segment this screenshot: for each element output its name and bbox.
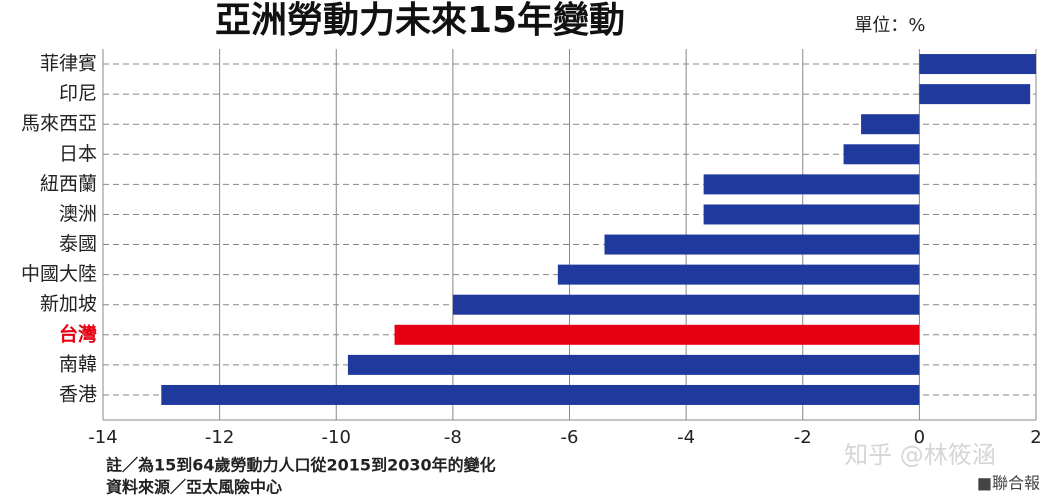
x-tick-label: 0 [914,427,925,448]
bar [861,114,920,135]
y-tick-label: 馬來西亞 [21,113,97,135]
bar [161,384,920,405]
y-tick-label: 台灣 [59,322,97,345]
bar [452,294,920,315]
y-tick-label: 紐西蘭 [40,173,97,195]
y-tick-label: 澳洲 [59,203,97,225]
y-tick-label: 香港 [59,383,97,405]
x-tick-label: 2 [1030,427,1041,448]
watermark: 知乎 @林筱涵 [844,441,996,469]
unit-note: 單位：% [854,15,925,36]
bar [347,354,920,375]
bar [394,324,920,345]
bar [919,54,1036,75]
note: 註／為15到64歲勞動力人口從2015到2030年的變化 [106,456,496,475]
y-tick-label: 日本 [59,143,97,165]
bar [557,264,920,285]
x-tick-label: -10 [322,427,351,448]
bar [703,174,920,195]
y-tick-label: 新加坡 [40,293,97,315]
y-tick-label: 印尼 [59,83,97,105]
x-tick-label: -4 [677,427,695,448]
bar [604,234,920,255]
y-tick-label: 泰國 [59,233,97,255]
chart-title: 亞洲勞動力未來15年變動 [215,0,625,41]
x-tick-label: -2 [794,427,812,448]
credit: ■聯合報 [977,474,1040,493]
y-tick-label: 南韓 [59,353,97,375]
y-tick-label: 中國大陸 [21,263,97,285]
note: 資料來源／亞太風險中心 [106,478,282,496]
bar [703,204,920,225]
bar [919,84,1031,105]
x-tick-label: -12 [205,427,234,448]
y-tick-label: 菲律賓 [40,53,97,75]
x-tick-label: -8 [444,427,462,448]
bar [843,144,920,165]
x-tick-label: -14 [88,427,117,448]
x-tick-label: -6 [561,427,579,448]
